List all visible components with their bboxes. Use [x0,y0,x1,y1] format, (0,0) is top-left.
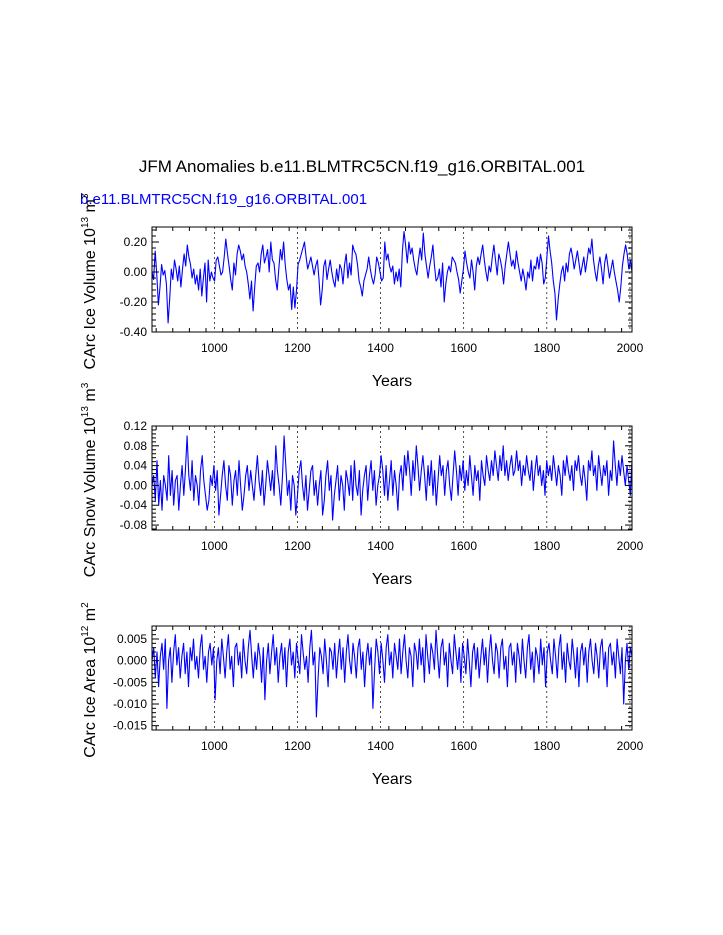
x-tick-label: 1800 [533,539,560,553]
x-tick-label: 1200 [284,539,311,553]
y-tick-label: -0.010 [113,697,147,711]
x-tick-label: 2000 [617,539,644,553]
chart-panels: -0.40 -0.20 0.00 0.20 1000 1200 1400 1600 1800 20… [80,193,644,788]
y-axis-label: CArc Ice Area 1012 m2 [80,602,99,758]
y-tick-label: 0.000 [117,654,147,668]
x-tick-label: 1800 [533,341,560,355]
y-tick-label: 0.00 [124,478,148,492]
y-tick-label: -0.005 [113,675,147,689]
y-tick-label: -0.20 [120,295,148,309]
y-tick-label: -0.015 [113,719,147,733]
run-label: b.e11.BLMTRC5CN.f19_g16.ORBITAL.001 [80,191,367,208]
y-axis-label: CArc Ice Volume 1013 m3 [80,193,99,369]
y-tick-label: 0.08 [124,439,148,453]
x-tick-label: 1600 [450,341,477,355]
y-tick-label: 0.20 [124,235,148,249]
series-line [151,435,633,521]
series-line [151,629,633,718]
y-axis-label: CArc Snow Volume 1013 m3 [80,382,99,577]
panel-ice-volume: -0.40 -0.20 0.00 0.20 1000 1200 1400 1600 1800 20… [80,193,644,390]
x-tick-label: 1400 [367,341,394,355]
x-axis-label: Years [372,771,412,788]
y-tick-label: -0.08 [120,518,148,532]
plot-frame [151,226,633,333]
y-tick-label: 0.04 [124,459,148,473]
y-tick-label: 0.12 [124,419,148,433]
x-tick-label: 1600 [450,739,477,753]
x-tick-label: 1000 [201,739,228,753]
x-tick-label: 2000 [617,739,644,753]
panel-snow-volume: -0.08 -0.04 0.00 0.04 0.08 0.12 1000 1200 1400 16… [80,382,644,588]
panel-ice-area: -0.015 -0.010 -0.005 0.000 0.005 1000 1200 1400… [80,602,644,788]
y-tick-label: 0.00 [124,265,148,279]
y-tick-label: 0.005 [117,632,147,646]
x-tick-label: 2000 [617,341,644,355]
x-axis-label: Years [372,571,412,588]
x-tick-label: 1200 [284,341,311,355]
figure-title: JFM Anomalies b.e11.BLMTRC5CN.f19_g16.OR… [139,157,585,176]
x-tick-label: 1400 [367,539,394,553]
x-tick-label: 1600 [450,539,477,553]
series-line [151,230,633,324]
x-axis-label: Years [372,373,412,390]
x-tick-label: 1200 [284,739,311,753]
x-tick-label: 1400 [367,739,394,753]
x-tick-label: 1800 [533,739,560,753]
x-tick-label: 1000 [201,341,228,355]
y-tick-label: -0.04 [120,498,148,512]
y-tick-label: -0.40 [120,325,148,339]
x-tick-label: 1000 [201,539,228,553]
